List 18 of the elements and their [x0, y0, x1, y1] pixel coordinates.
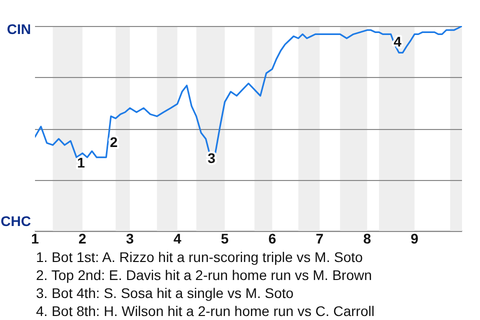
x-tick-label: 4: [173, 230, 182, 246]
x-tick-label: 1: [31, 230, 40, 246]
text: CIN: [6, 20, 31, 37]
annotation: 2: [110, 134, 118, 150]
x-tick-label: 8: [363, 230, 372, 246]
text: 2. Top 2nd: E. Davis hit a 2-run home run vs M. Brown: [36, 266, 373, 284]
x-tick-label: 2: [78, 230, 87, 246]
annotation: 4: [394, 33, 402, 50]
x-tick-label: 7: [316, 230, 324, 246]
text: 4. Bot 8th: H. Wilson hit a 2-run home run vs C. Carroll: [36, 302, 376, 320]
x-tick-label: 5: [220, 230, 229, 246]
annotation: 1: [77, 154, 86, 170]
x-tick-label: 9: [410, 230, 419, 246]
text: 3. Bot 4th: S. Sosa hit a single vs M. Soto: [36, 284, 295, 302]
text: 1. Bot 1st: A. Rizzo hit a run-scoring triple vs M. Soto: [36, 248, 364, 266]
text: CHC: [0, 213, 31, 230]
x-tick-label: 6: [268, 230, 276, 246]
x-tick-label: 3: [126, 230, 134, 246]
